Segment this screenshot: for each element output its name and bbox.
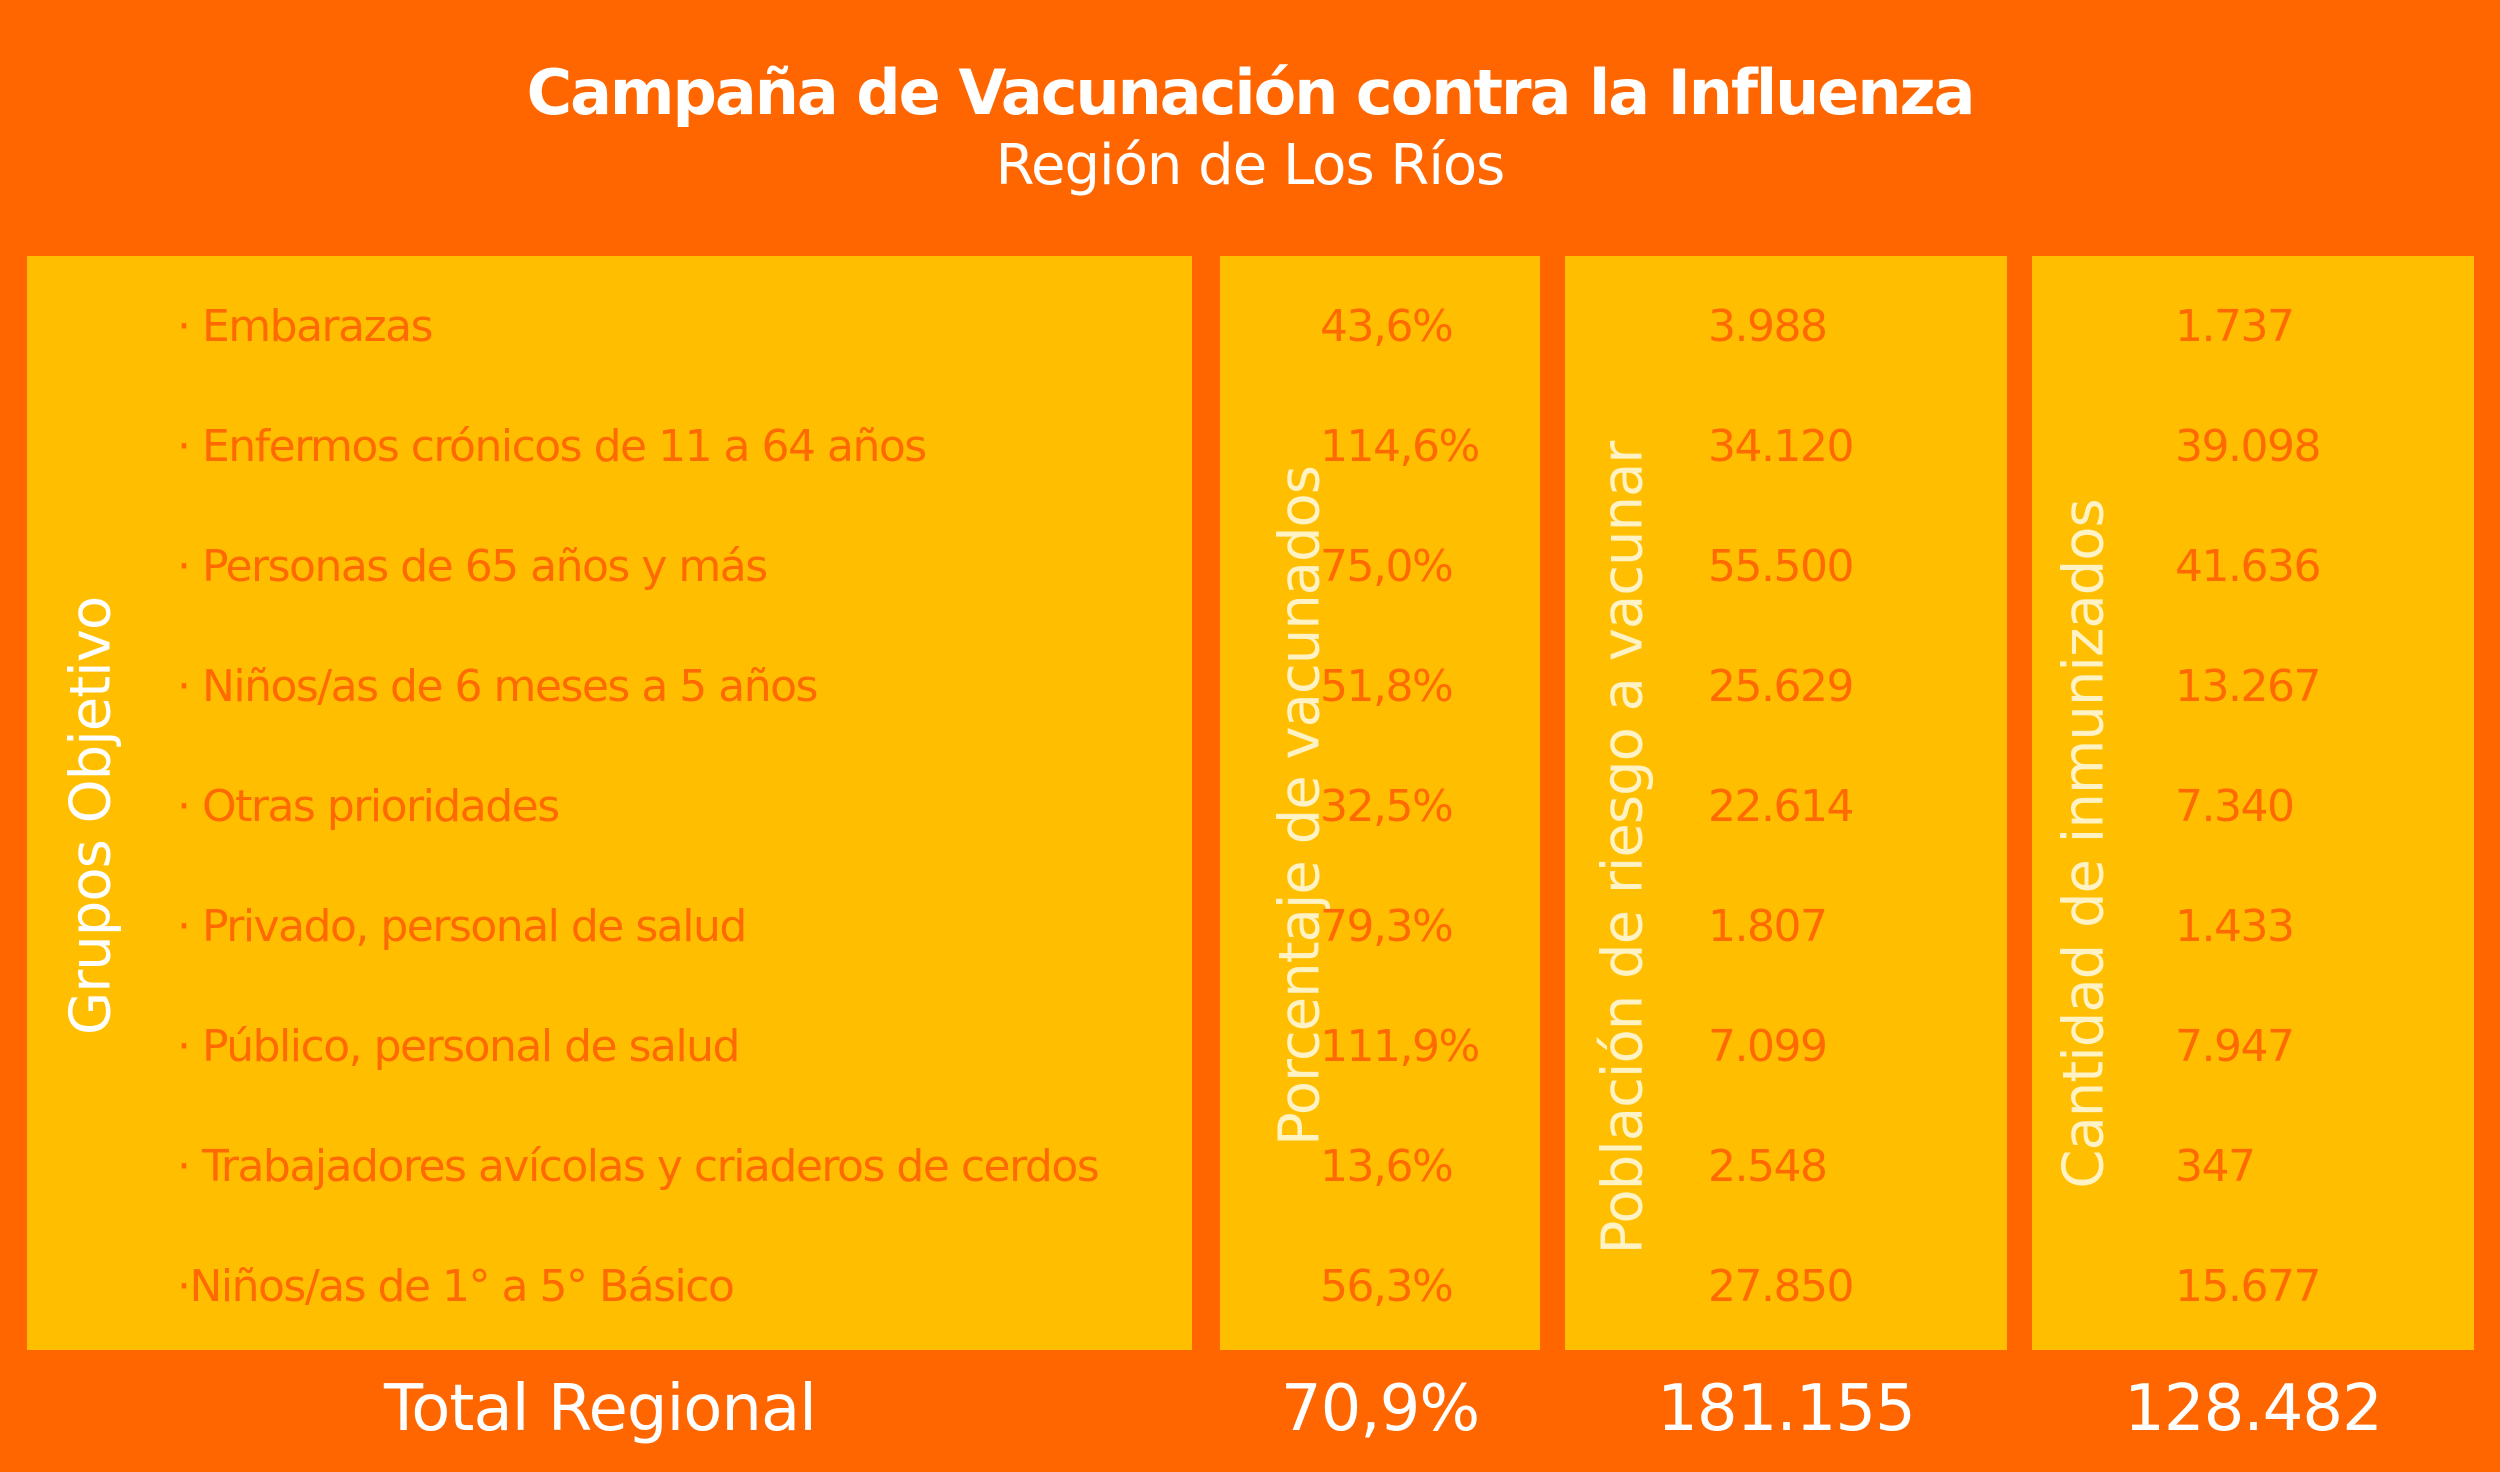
- immunized-cell: 1.433: [2175, 901, 2295, 952]
- percent-cell: 75,0%: [1320, 541, 1454, 592]
- total-percent: 70,9%: [1280, 1372, 1480, 1446]
- total-immunized: 128.482: [2124, 1372, 2383, 1446]
- group-cell: ·Niños/as de 1° a 5° Básico: [177, 1261, 735, 1312]
- percent-cell: 56,3%: [1320, 1261, 1454, 1312]
- group-cell: · Trabajadores avícolas y criaderos de c…: [177, 1141, 1100, 1192]
- group-cell: · Público, personal de salud: [177, 1021, 741, 1072]
- percent-cell: 32,5%: [1320, 781, 1454, 832]
- population-cell: 25.629: [1708, 661, 1854, 712]
- population-cell: 22.614: [1708, 781, 1854, 832]
- population-panel: Población de riesgo a vacunar 3.988 34.12…: [1565, 256, 2007, 1350]
- groups-panel: Grupos Objetivo · Embarazas · Enfermos cr…: [27, 256, 1192, 1350]
- page-subtitle: Región de Los Ríos: [995, 133, 1506, 198]
- group-cell: · Otras prioridades: [177, 781, 560, 832]
- population-cell: 7.099: [1708, 1021, 1828, 1072]
- immunized-cell: 13.267: [2175, 661, 2321, 712]
- population-cell: 34.120: [1708, 421, 1854, 472]
- immunized-cell: 347: [2175, 1141, 2256, 1192]
- percent-cell: 43,6%: [1320, 301, 1454, 352]
- title-block: Campaña de Vacunación contra la Influenz…: [0, 55, 2500, 201]
- percent-cell: 79,3%: [1320, 901, 1454, 952]
- total-label: Total Regional: [384, 1372, 817, 1446]
- percent-cell: 13,6%: [1320, 1141, 1454, 1192]
- population-cell: 2.548: [1708, 1141, 1828, 1192]
- population-cell: 27.850: [1708, 1261, 1854, 1312]
- immunized-column-label: Cantidad de inmunizados: [2051, 499, 2117, 1189]
- page-title: Campaña de Vacunación contra la Influenz…: [526, 56, 1976, 129]
- population-cell: 55.500: [1708, 541, 1854, 592]
- group-cell: · Privado, personal de salud: [177, 901, 747, 952]
- group-cell: · Personas de 65 años y más: [177, 541, 768, 592]
- immunized-cell: 7.340: [2175, 781, 2295, 832]
- immunized-panel: Cantidad de inmunizados 1.737 39.098 41.63…: [2032, 256, 2474, 1350]
- immunized-cell: 15.677: [2175, 1261, 2321, 1312]
- immunized-cell: 39.098: [2175, 421, 2321, 472]
- group-cell: · Niños/as de 6 meses a 5 años: [177, 661, 818, 712]
- population-column-label: Población de riesgo a vacunar: [1590, 441, 1656, 1255]
- percent-panel: Porcentaje de vacunados 43,6% 114,6% 75,0%…: [1220, 256, 1540, 1350]
- immunized-cell: 7.947: [2175, 1021, 2295, 1072]
- percent-cell: 111,9%: [1320, 1021, 1480, 1072]
- immunized-cell: 41.636: [2175, 541, 2321, 592]
- total-population: 181.155: [1657, 1372, 1916, 1446]
- immunized-cell: 1.737: [2175, 301, 2295, 352]
- group-cell: · Embarazas: [177, 301, 434, 352]
- group-cell: · Enfermos crónicos de 11 a 64 años: [177, 421, 927, 472]
- population-cell: 1.807: [1708, 901, 1828, 952]
- population-cell: 3.988: [1708, 301, 1828, 352]
- groups-column-label: Grupos Objetivo: [58, 596, 124, 1036]
- percent-cell: 114,6%: [1320, 421, 1480, 472]
- percent-cell: 51,8%: [1320, 661, 1454, 712]
